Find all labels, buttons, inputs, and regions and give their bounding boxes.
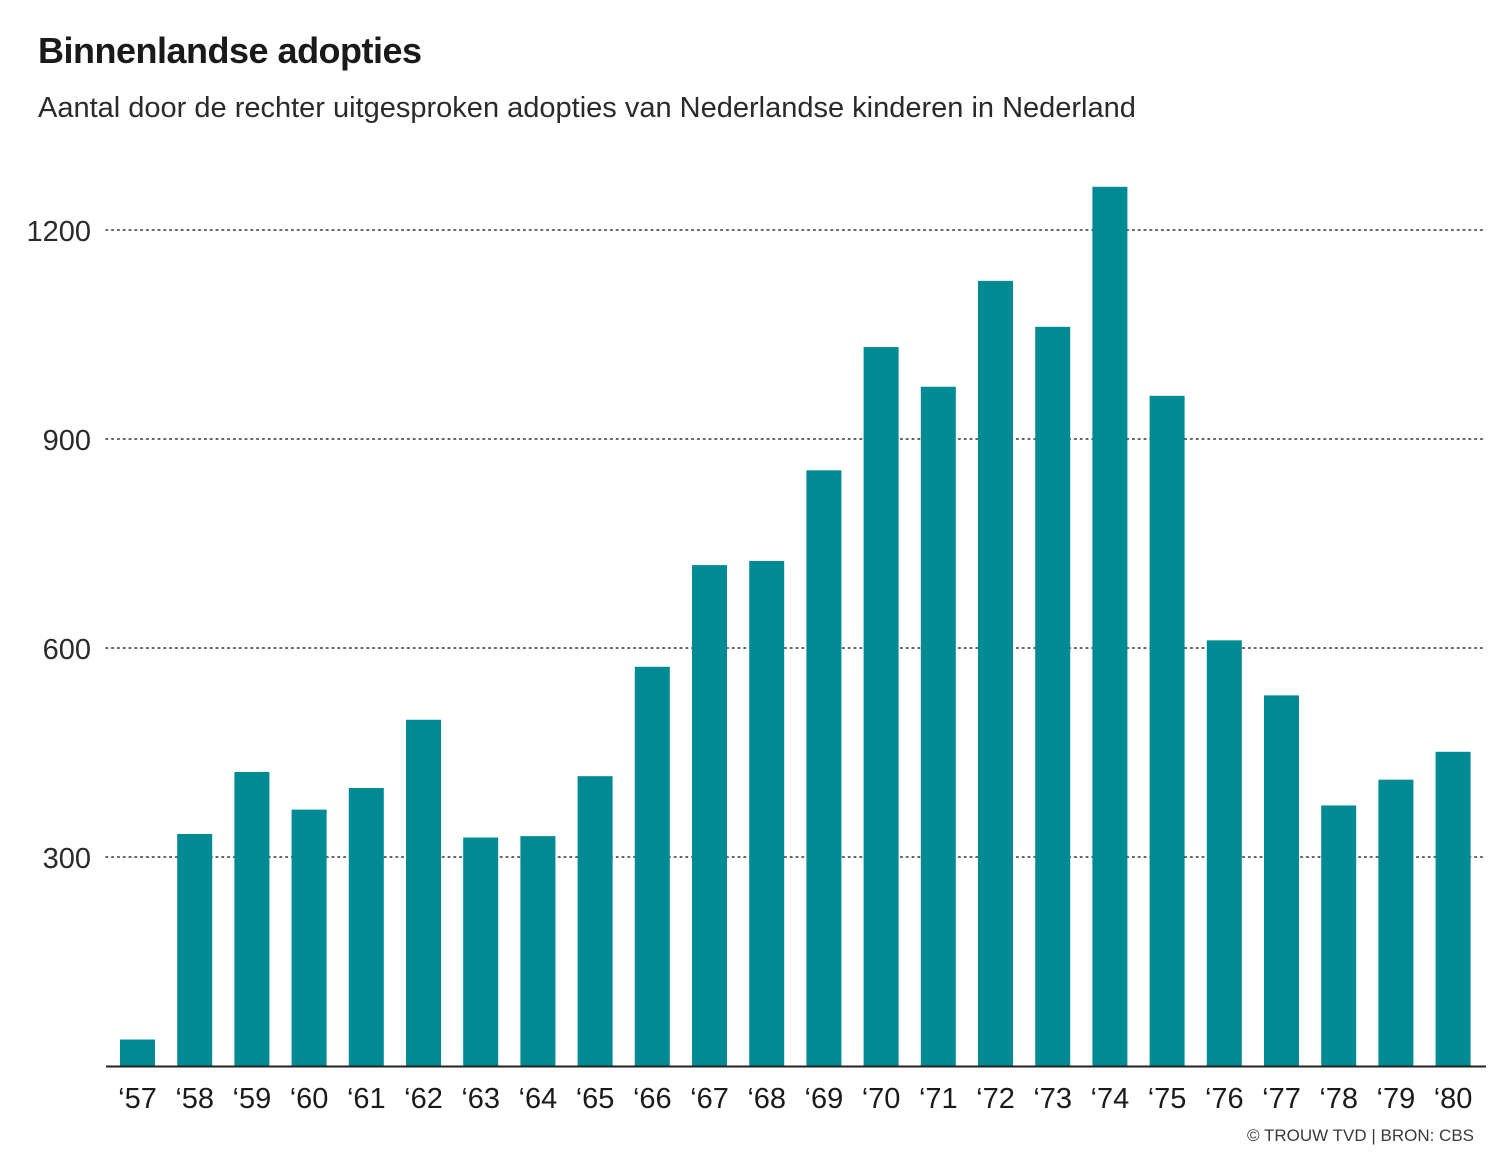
x-tick-label: ‘59 — [233, 1083, 272, 1115]
bar-72 — [978, 280, 1013, 1066]
bar-78 — [1321, 805, 1357, 1066]
x-tick-label: ‘74 — [1091, 1083, 1130, 1115]
x-tick-label: ‘71 — [919, 1083, 958, 1115]
bar-65 — [577, 776, 613, 1066]
bar-76 — [1206, 640, 1242, 1066]
bar-58 — [177, 834, 213, 1066]
x-tick-label: ‘60 — [290, 1083, 329, 1115]
x-tick-label: ‘73 — [1033, 1083, 1072, 1115]
bar-75 — [1149, 395, 1185, 1067]
bar-63 — [463, 837, 499, 1066]
y-tick-label: 300 — [43, 843, 91, 875]
bar-67 — [692, 565, 727, 1066]
bar-80 — [1435, 751, 1471, 1066]
x-tick-label: ‘75 — [1148, 1083, 1187, 1115]
bar-69 — [806, 470, 842, 1067]
y-tick-label: 1200 — [26, 216, 91, 248]
source-credit: © TROUW TVD | BRON: CBS — [1247, 1126, 1474, 1145]
y-tick-label: 600 — [43, 634, 91, 666]
x-tick-label: ‘64 — [519, 1083, 558, 1115]
bar-61 — [348, 788, 384, 1066]
x-tick-label: ‘78 — [1319, 1083, 1358, 1115]
chart-subtitle: Aantal door de rechter uitgesproken adop… — [38, 92, 1136, 124]
bar-57 — [120, 1039, 155, 1066]
bar-62 — [406, 719, 441, 1066]
bar-74 — [1092, 186, 1128, 1067]
x-tick-label: ‘58 — [175, 1083, 214, 1115]
chart-title: Binnenlandse adopties — [38, 30, 422, 71]
x-tick-label: ‘63 — [461, 1083, 500, 1115]
bar-73 — [1035, 326, 1071, 1066]
x-tick-label: ‘57 — [118, 1083, 157, 1115]
bar-66 — [634, 666, 670, 1066]
bar-70 — [863, 347, 899, 1066]
x-tick-label: ‘66 — [633, 1083, 672, 1115]
x-tick-label: ‘70 — [862, 1083, 901, 1115]
x-tick-label: ‘67 — [690, 1083, 729, 1115]
bar-60 — [291, 809, 327, 1066]
x-tick-label: ‘80 — [1434, 1083, 1473, 1115]
x-tick-label: ‘69 — [805, 1083, 844, 1115]
x-tick-label: ‘79 — [1377, 1083, 1416, 1115]
bar-59 — [234, 772, 270, 1066]
bar-71 — [920, 386, 956, 1066]
x-tick-label: ‘62 — [404, 1083, 443, 1115]
x-tick-label: ‘61 — [347, 1083, 386, 1115]
bar-64 — [520, 836, 556, 1066]
x-tick-label: ‘72 — [976, 1083, 1015, 1115]
x-tick-label: ‘77 — [1262, 1083, 1301, 1115]
bar-77 — [1264, 695, 1299, 1066]
y-tick-label: 900 — [43, 425, 91, 457]
x-tick-label: ‘68 — [747, 1083, 786, 1115]
x-tick-label: ‘76 — [1205, 1083, 1244, 1115]
bar-79 — [1378, 779, 1414, 1066]
x-tick-label: ‘65 — [576, 1083, 615, 1115]
bar-68 — [749, 560, 785, 1066]
